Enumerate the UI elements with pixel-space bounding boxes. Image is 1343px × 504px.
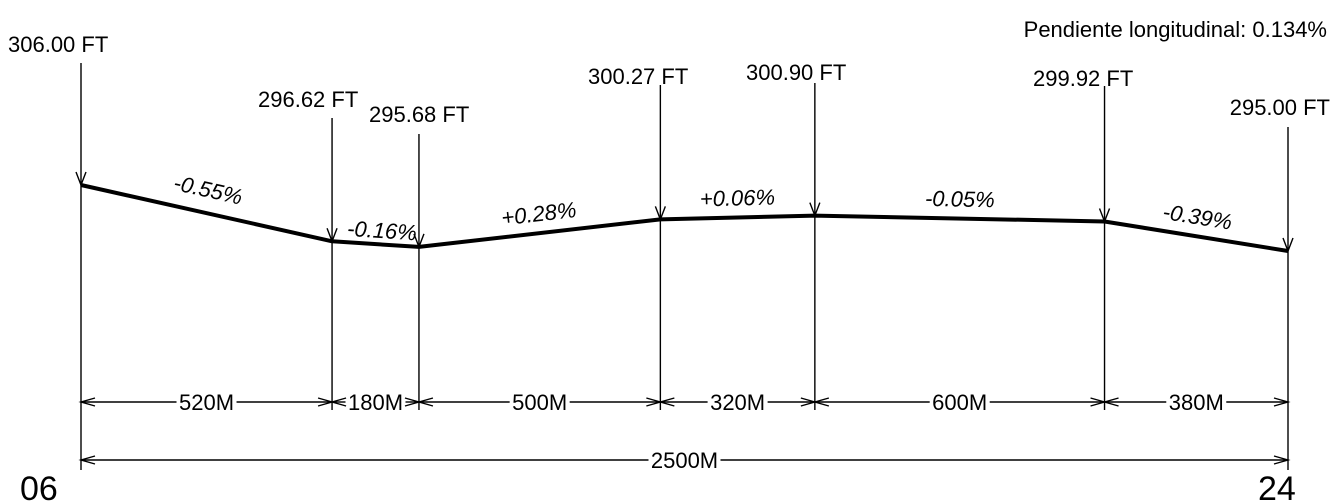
runway-start-number: 06 (20, 470, 58, 504)
profile-line (80, 183, 1289, 253)
elevation-label: 296.62 FT (258, 87, 358, 112)
segment-length-label: 600M (932, 390, 987, 415)
elevation-label: 306.00 FT (8, 32, 108, 57)
dimension-arrow (78, 397, 96, 407)
grade-label: +0.06% (700, 185, 776, 212)
longitudinal-slope-title: Pendiente longitudinal: 0.134% (1024, 17, 1327, 42)
runway-end-number: 24 (1258, 470, 1296, 504)
dimension-arrow (78, 455, 96, 465)
grade-label: -0.55% (171, 170, 244, 210)
segment-length-label: 320M (710, 390, 765, 415)
segment-length-label: 380M (1169, 390, 1224, 415)
dimension-arrow (329, 397, 347, 407)
grade-label: -0.05% (925, 186, 995, 212)
dimension-arrow (1273, 397, 1291, 407)
dimension-arrow (1101, 397, 1119, 407)
segment-length-label: 520M (179, 390, 234, 415)
segment-length-label: 180M (348, 390, 403, 415)
elevation-label: 295.00 FT (1230, 95, 1330, 120)
segment-length-label: 500M (512, 390, 567, 415)
elevation-label: 300.27 FT (588, 64, 688, 89)
grade-label: -0.16% (346, 216, 417, 245)
elevation-label: 295.68 FT (369, 102, 469, 127)
grade-label: +0.28% (500, 197, 578, 230)
dimension-arrow (1273, 455, 1291, 465)
total-length-label: 2500M (651, 448, 718, 473)
dimension-arrow (812, 397, 830, 407)
elevation-label: 299.92 FT (1033, 66, 1133, 91)
grade-label: -0.39% (1161, 199, 1234, 235)
dimension-arrow (416, 397, 434, 407)
elevation-label: 300.90 FT (746, 60, 846, 85)
dimension-arrow (657, 397, 675, 407)
